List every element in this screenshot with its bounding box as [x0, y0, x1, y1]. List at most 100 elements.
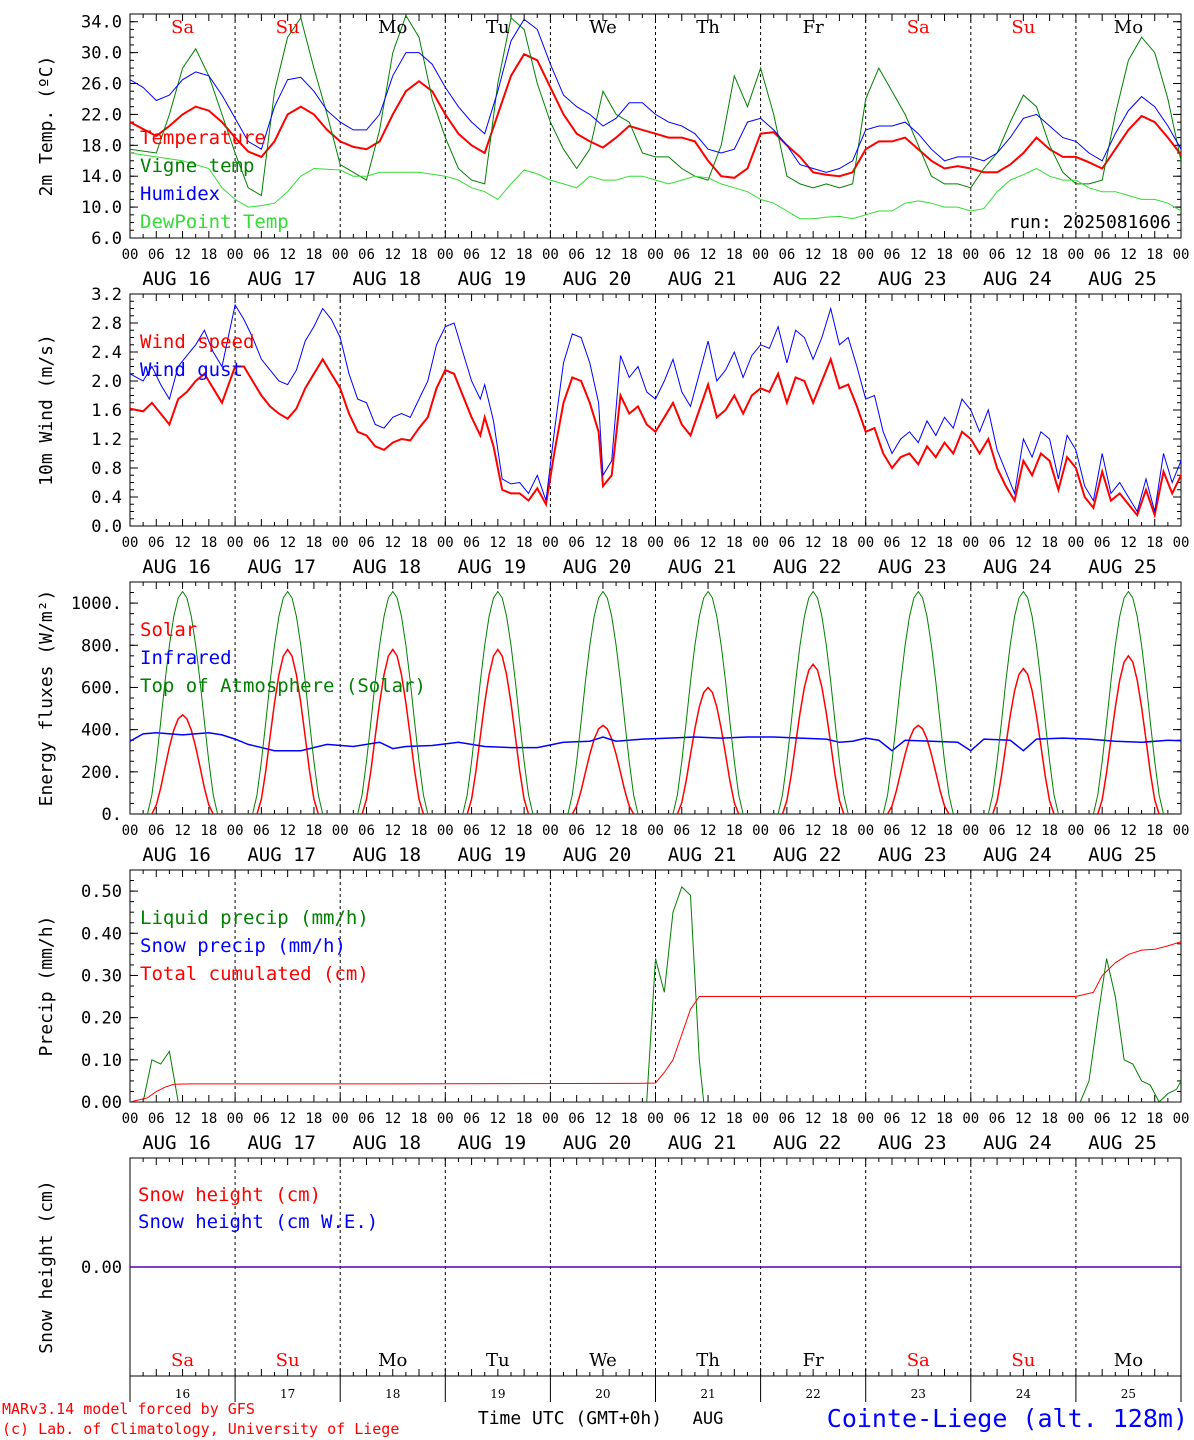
date-label: AUG 20 — [563, 268, 632, 290]
hour-label: 12 — [805, 247, 822, 263]
hour-label: 12 — [489, 1111, 506, 1127]
hour-label: 00 — [122, 1111, 139, 1127]
hour-label: 00 — [647, 823, 664, 839]
hour-label: 00 — [857, 535, 874, 551]
date-label: AUG 22 — [773, 1132, 842, 1154]
legend-entry: Liquid precip (mm/h) — [140, 907, 369, 929]
y-axis-label: 2m Temp. (ºC) — [36, 56, 57, 197]
date-label: AUG 16 — [142, 844, 211, 866]
hour-label: 00 — [542, 535, 559, 551]
hour-label: 18 — [726, 535, 743, 551]
hour-label: 06 — [148, 823, 165, 839]
hour-label: 00 — [437, 1111, 454, 1127]
legend-entry: Wind gust — [140, 359, 243, 381]
hour-label: 18 — [200, 247, 217, 263]
date-label: AUG 19 — [458, 556, 527, 578]
hour-label: 06 — [884, 247, 901, 263]
y-tick-label: 0.10 — [81, 1051, 122, 1071]
hour-label: 18 — [411, 823, 428, 839]
hour-label: 00 — [857, 1111, 874, 1127]
hour-label: 12 — [910, 823, 927, 839]
date-label: AUG 17 — [247, 268, 316, 290]
date-label: AUG 18 — [352, 268, 421, 290]
day-number: 17 — [280, 1387, 295, 1401]
hour-label: 00 — [752, 247, 769, 263]
legend-entry: Snow precip (mm/h) — [140, 935, 346, 957]
hour-label: 12 — [595, 1111, 612, 1127]
hour-label: 18 — [200, 823, 217, 839]
hour-label: 06 — [1094, 247, 1111, 263]
y-tick-label: 0.4 — [91, 488, 122, 508]
series-line-total-cumulated-cm- — [130, 941, 1181, 1102]
day-name-bottom: Tu — [486, 1350, 510, 1371]
hour-label: 12 — [384, 535, 401, 551]
hour-label: 00 — [332, 247, 349, 263]
day-name-top: Th — [696, 17, 720, 38]
y-tick-label: 22.0 — [81, 105, 122, 125]
hour-label: 06 — [568, 247, 585, 263]
hour-label: 18 — [516, 247, 533, 263]
hour-label: 12 — [174, 535, 191, 551]
hour-label: 12 — [1015, 535, 1032, 551]
hour-label: 06 — [884, 823, 901, 839]
hour-label: 12 — [700, 247, 717, 263]
date-label: AUG 20 — [563, 1132, 632, 1154]
hour-label: 12 — [279, 1111, 296, 1127]
series-line-solar — [130, 648, 1181, 814]
hour-label: 06 — [673, 247, 690, 263]
y-tick-label: 1.2 — [91, 430, 122, 450]
hour-label: 18 — [831, 247, 848, 263]
day-name-top: Sa — [171, 17, 194, 38]
hour-label: 12 — [595, 247, 612, 263]
hour-label: 18 — [1146, 823, 1163, 839]
hour-label: 06 — [148, 247, 165, 263]
hour-label: 06 — [463, 247, 480, 263]
hour-label: 00 — [857, 823, 874, 839]
hour-label: 00 — [647, 247, 664, 263]
hour-label: 18 — [621, 1111, 638, 1127]
hour-label: 18 — [305, 1111, 322, 1127]
y-tick-label: 1.6 — [91, 401, 122, 421]
hour-label: 06 — [463, 823, 480, 839]
y-tick-label: 2.4 — [91, 343, 122, 363]
hour-label: 12 — [910, 1111, 927, 1127]
date-label: AUG 24 — [983, 556, 1052, 578]
series-line-infrared — [130, 732, 1181, 752]
hour-label: 00 — [542, 823, 559, 839]
hour-label: 12 — [384, 247, 401, 263]
y-tick-label: 3.2 — [91, 285, 122, 305]
series-line-wind-speed — [130, 356, 1181, 519]
day-name-bottom: Sa — [907, 1350, 930, 1371]
day-name-bottom: Mo — [1114, 1350, 1143, 1371]
y-tick-label: 0.50 — [81, 882, 122, 902]
panel-3 — [129, 581, 1182, 815]
date-label: AUG 22 — [773, 268, 842, 290]
hour-label: 00 — [332, 1111, 349, 1127]
legend-entry: Vigne temp — [140, 155, 254, 177]
hour-label: 18 — [1041, 535, 1058, 551]
y-tick-label: 600. — [81, 678, 122, 698]
y-tick-label: 26.0 — [81, 75, 122, 95]
day-number: 16 — [175, 1387, 190, 1401]
date-label: AUG 25 — [1088, 844, 1157, 866]
hour-label: 12 — [1015, 247, 1032, 263]
hour-label: 12 — [1120, 823, 1137, 839]
hour-label: 00 — [1067, 535, 1084, 551]
hour-label: 18 — [1146, 247, 1163, 263]
date-label: AUG 18 — [352, 844, 421, 866]
date-label: AUG 22 — [773, 844, 842, 866]
hour-label: 06 — [568, 1111, 585, 1127]
footer-model: MARv3.14 model forced by GFS — [2, 1400, 255, 1418]
hour-label: 00 — [122, 535, 139, 551]
day-name-bottom: Fr — [803, 1350, 824, 1371]
hour-label: 12 — [700, 823, 717, 839]
legend-entry: Total cumulated (cm) — [140, 963, 369, 985]
panel-4 — [129, 869, 1182, 1103]
hour-label: 12 — [489, 535, 506, 551]
hour-label: 00 — [1173, 535, 1190, 551]
date-label: AUG 25 — [1088, 268, 1157, 290]
hour-label: 18 — [831, 823, 848, 839]
day-name-bottom: Sa — [171, 1350, 194, 1371]
panel-1 — [129, 13, 1182, 239]
date-label: AUG 20 — [563, 844, 632, 866]
